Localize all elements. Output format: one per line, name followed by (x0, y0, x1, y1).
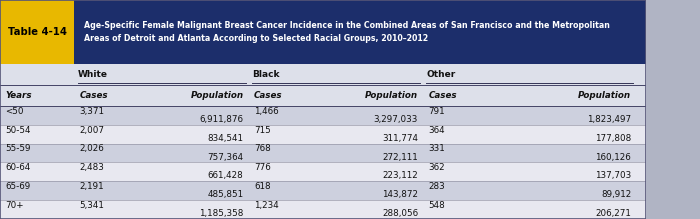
Text: 1,185,358: 1,185,358 (199, 209, 244, 218)
Text: 3,371: 3,371 (80, 107, 104, 116)
Text: Years: Years (5, 91, 32, 100)
FancyBboxPatch shape (0, 162, 646, 181)
Text: 768: 768 (254, 144, 271, 153)
FancyBboxPatch shape (0, 106, 646, 125)
FancyBboxPatch shape (0, 143, 646, 162)
Text: Other: Other (426, 70, 456, 79)
Text: 1,823,497: 1,823,497 (587, 115, 631, 124)
Text: 5,341: 5,341 (80, 201, 104, 210)
FancyBboxPatch shape (0, 0, 646, 64)
Text: 661,428: 661,428 (208, 171, 244, 180)
Text: 137,703: 137,703 (595, 171, 631, 180)
FancyBboxPatch shape (0, 200, 646, 219)
Text: Table 4-14: Table 4-14 (8, 27, 66, 37)
Text: 776: 776 (254, 163, 271, 172)
Text: 283: 283 (428, 182, 445, 191)
Text: 1,234: 1,234 (254, 201, 279, 210)
Text: 2,026: 2,026 (80, 144, 104, 153)
FancyBboxPatch shape (0, 125, 646, 143)
FancyBboxPatch shape (0, 0, 74, 64)
Text: Black: Black (252, 70, 279, 79)
Text: 2,007: 2,007 (80, 125, 104, 134)
Text: <50: <50 (5, 107, 24, 116)
Text: 485,851: 485,851 (207, 190, 244, 199)
Text: 364: 364 (428, 125, 445, 134)
Text: 89,912: 89,912 (601, 190, 631, 199)
Text: Age-Specific Female Malignant Breast Cancer Incidence in the Combined Areas of S: Age-Specific Female Malignant Breast Can… (84, 21, 610, 43)
Text: 6,911,876: 6,911,876 (199, 115, 244, 124)
Text: 60-64: 60-64 (5, 163, 30, 172)
Text: Cases: Cases (80, 91, 108, 100)
Text: 757,364: 757,364 (207, 152, 244, 162)
Text: 311,774: 311,774 (382, 134, 418, 143)
Text: 1,466: 1,466 (254, 107, 279, 116)
Text: 55-59: 55-59 (5, 144, 31, 153)
Text: 206,271: 206,271 (596, 209, 631, 218)
Text: 2,483: 2,483 (80, 163, 104, 172)
Text: 288,056: 288,056 (382, 209, 418, 218)
Text: Population: Population (365, 91, 418, 100)
Text: 715: 715 (254, 125, 271, 134)
Text: 272,111: 272,111 (382, 152, 418, 162)
Text: 50-54: 50-54 (5, 125, 31, 134)
Text: 160,126: 160,126 (596, 152, 631, 162)
Text: 143,872: 143,872 (382, 190, 418, 199)
Text: 548: 548 (428, 201, 445, 210)
Text: 791: 791 (428, 107, 445, 116)
Text: Population: Population (578, 91, 631, 100)
Text: 3,297,033: 3,297,033 (374, 115, 418, 124)
Text: Population: Population (190, 91, 244, 100)
Text: 65-69: 65-69 (5, 182, 30, 191)
Text: 834,541: 834,541 (208, 134, 244, 143)
Text: 177,808: 177,808 (595, 134, 631, 143)
Text: 331: 331 (428, 144, 445, 153)
Text: 618: 618 (254, 182, 270, 191)
Text: 223,112: 223,112 (382, 171, 418, 180)
Text: 70+: 70+ (5, 201, 24, 210)
FancyBboxPatch shape (0, 64, 646, 85)
Text: Cases: Cases (428, 91, 457, 100)
Text: Cases: Cases (254, 91, 283, 100)
Text: White: White (78, 70, 108, 79)
Text: 362: 362 (428, 163, 445, 172)
FancyBboxPatch shape (0, 85, 646, 106)
Text: 2,191: 2,191 (80, 182, 104, 191)
FancyBboxPatch shape (0, 181, 646, 200)
